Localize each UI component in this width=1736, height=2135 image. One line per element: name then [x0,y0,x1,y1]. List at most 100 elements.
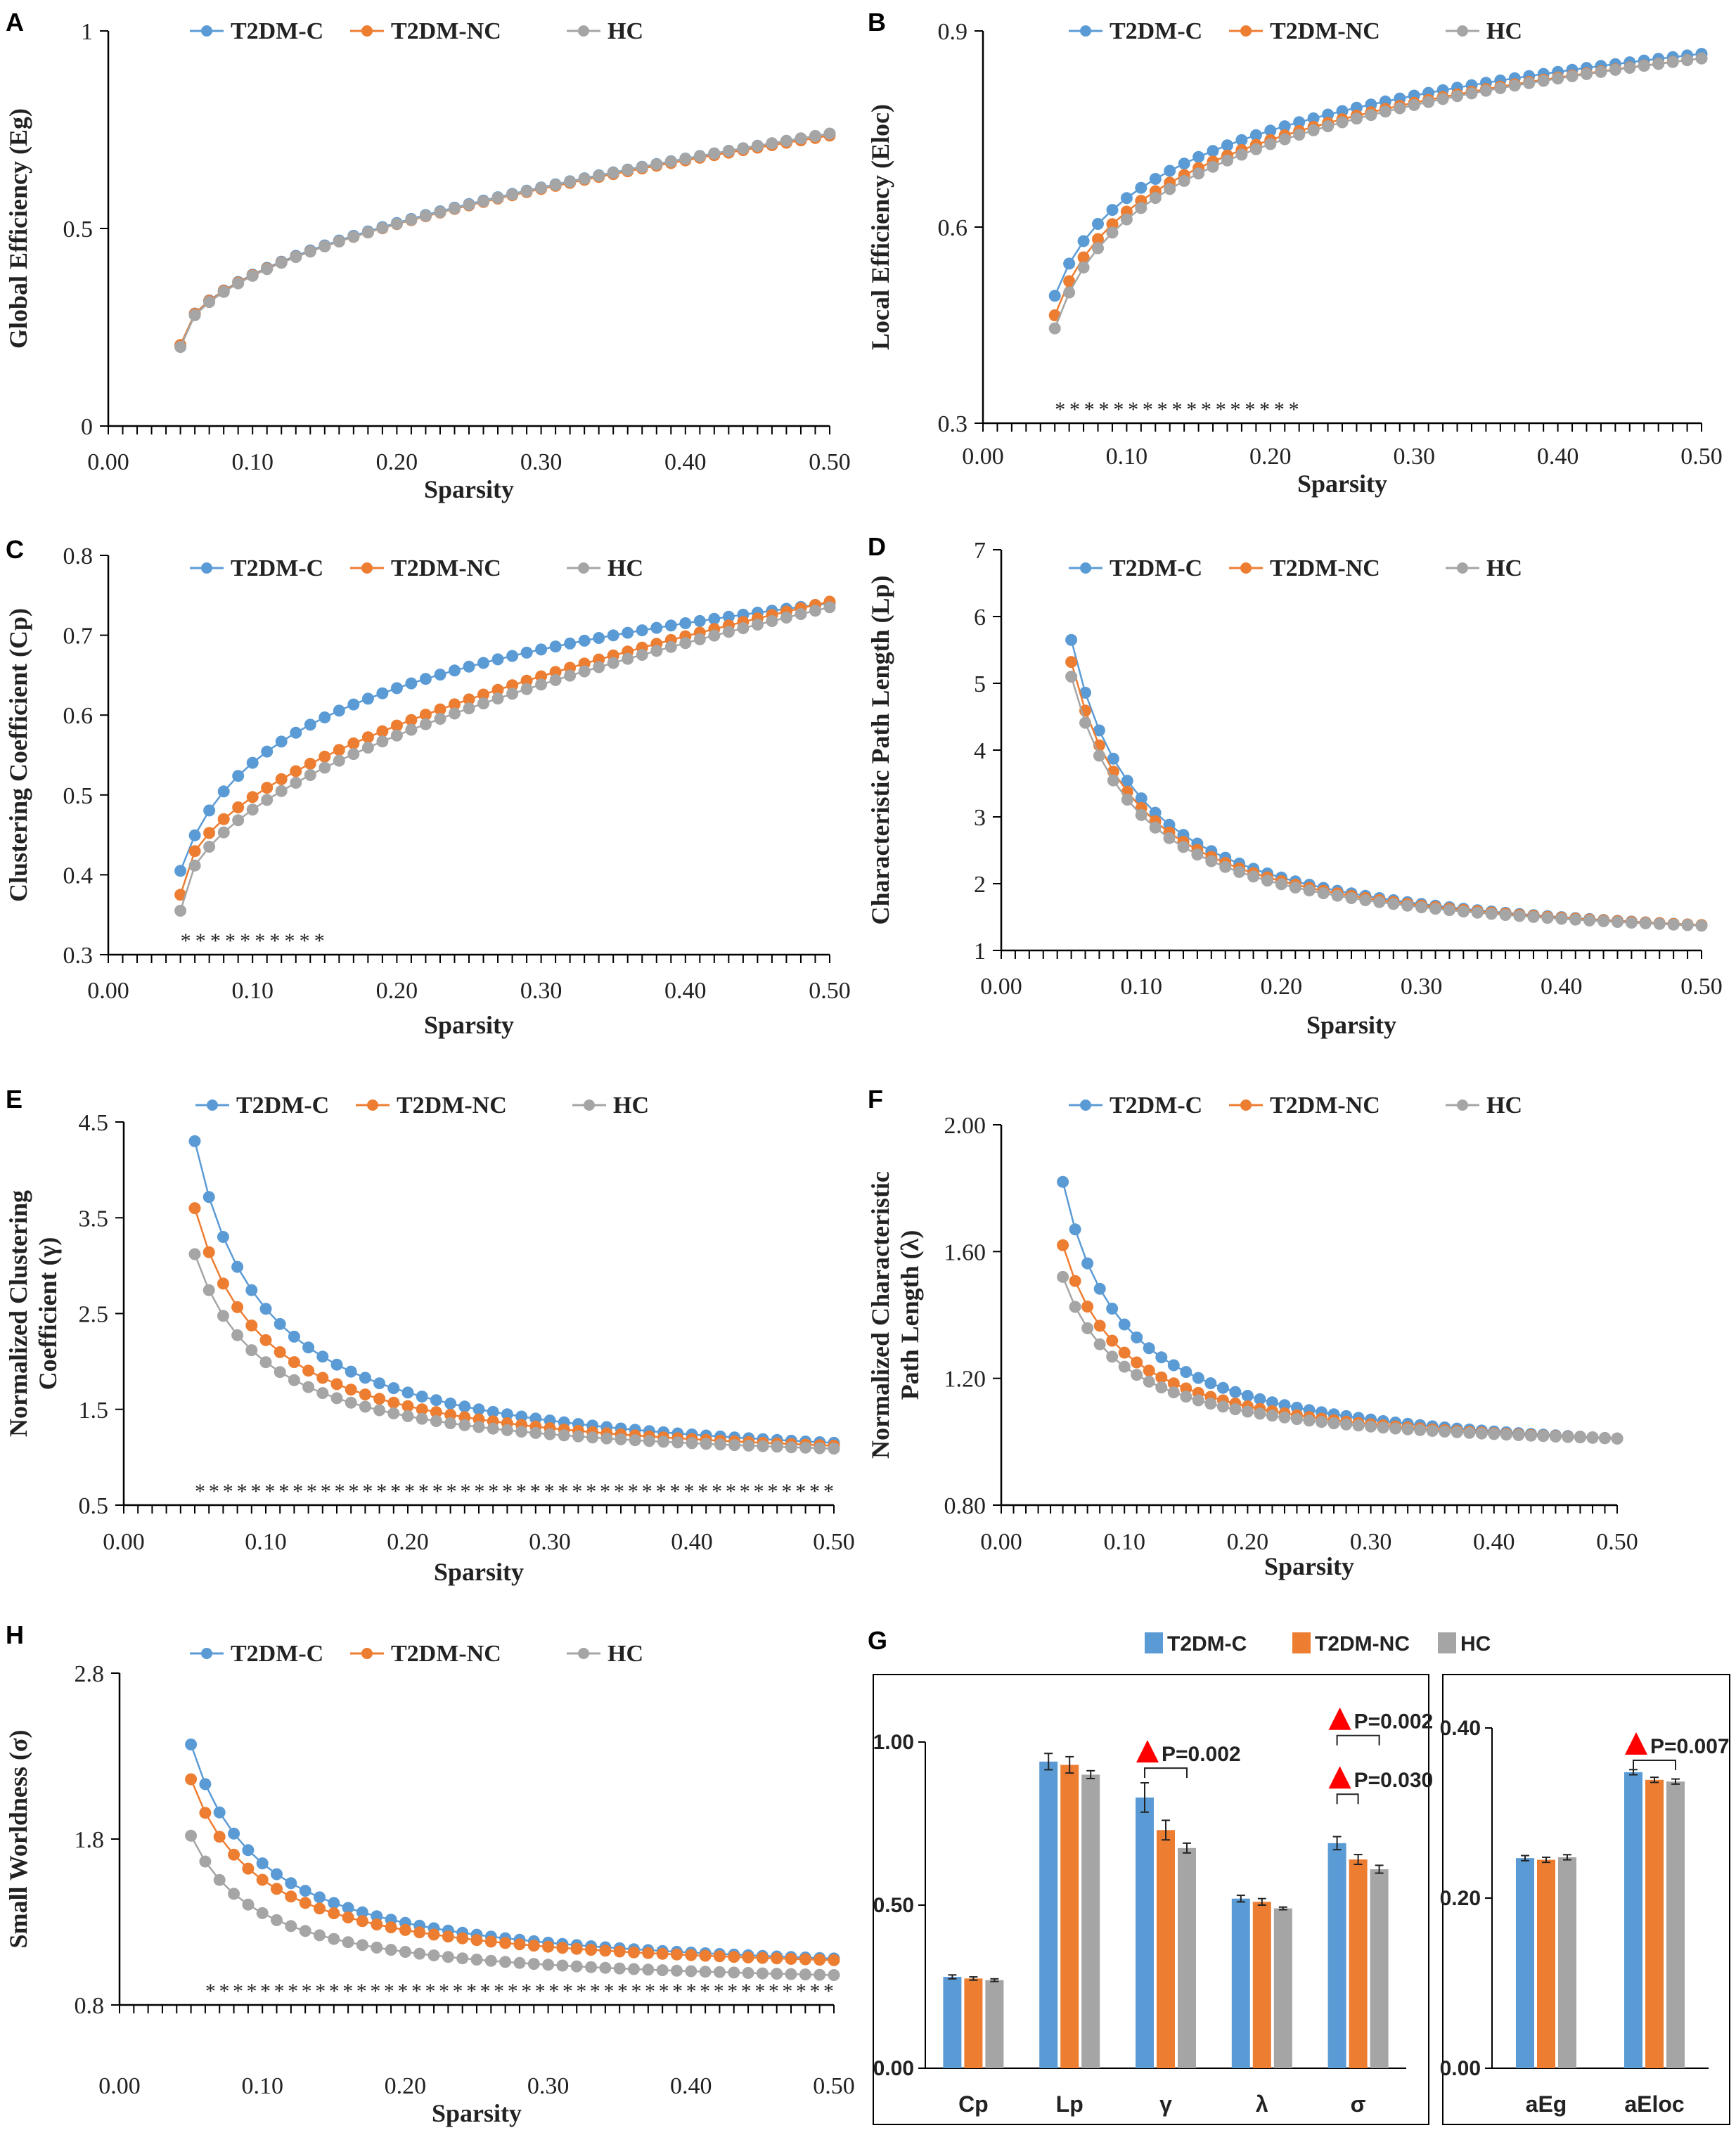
bar-t2dm-c [1231,1898,1250,2068]
data-point [319,711,331,723]
y-tick-label: 0.50 [873,1894,914,1917]
data-point [1057,1239,1069,1251]
data-point [686,1437,698,1450]
y-tick-label: 0.6 [938,215,968,241]
panel-h: H 0.8 1.8 2.8 0.00 0.10 0.20 0.30 0.40 0.50 Sparsi… [4,1620,855,2127]
data-point [1048,322,1061,335]
data-point [1552,72,1564,85]
series-line [190,1835,835,1976]
data-point [274,1317,286,1330]
legend-item-t2dm-nc: T2DM-NC [1229,555,1380,581]
data-point [1595,65,1607,78]
data-point [1247,870,1260,883]
data-point [656,1964,669,1977]
data-point [188,309,201,321]
data-point [570,1942,583,1955]
legend-marker [201,562,212,574]
legend-label: T2DM-C [1110,1092,1202,1118]
data-point [430,1406,442,1419]
series-t2dm-c [188,1135,840,1449]
data-point [444,1417,457,1429]
series-line [1062,1244,1618,1440]
data-point [1275,878,1287,891]
data-point [1695,920,1708,932]
x-axis-label: Sparsity [424,475,514,503]
data-point [245,1284,258,1296]
data-point [299,1885,311,1897]
data-point [203,841,216,853]
series-hc [185,1829,840,1981]
legend-marker [578,25,589,37]
series-line [179,132,830,346]
data-point [628,1963,640,1975]
data-point [373,1393,386,1405]
triangle-icon [1136,1740,1159,1763]
data-point [232,277,245,290]
bar-t2dm-nc [1645,1779,1664,2068]
data-point [700,1438,712,1450]
data-point [1303,1414,1316,1427]
data-point [390,217,403,230]
data-point [387,1407,400,1419]
data-point [593,169,605,182]
category-0: Cp [943,1974,1004,2117]
data-point [405,723,418,736]
panel-frame [1442,1674,1730,2125]
data-point [316,1350,329,1363]
y-tick-label: 2.8 [75,1661,105,1687]
data-point [399,1946,411,1958]
data-point [1524,1429,1537,1442]
y-tick-label: 0.00 [873,2057,914,2080]
data-point [1167,1377,1180,1390]
data-point [328,1933,340,1945]
data-point [1077,262,1090,273]
data-point [1345,892,1358,904]
data-point [564,176,577,188]
data-point [1131,1356,1143,1369]
data-point [203,804,216,817]
data-point [527,1958,540,1970]
data-point [1389,1422,1402,1435]
legend-item-t2dm-c: T2DM-C [190,18,323,44]
data-point [487,1405,499,1418]
data-point [1149,806,1162,819]
data-point [1254,1407,1266,1420]
series-t2dm-nc [1065,656,1708,931]
data-point [1264,124,1277,137]
legend-label: T2DM-NC [1270,18,1380,44]
data-point [347,737,360,749]
data-point [319,750,331,763]
panel-letter: E [6,1085,22,1114]
data-point [693,633,706,645]
data-point [275,257,288,269]
data-point [1120,192,1133,205]
data-point [549,179,562,191]
category-label: Cp [958,2091,989,2117]
data-point [1512,1429,1525,1441]
significance-stars: ********** [181,929,325,953]
data-point [416,1412,428,1425]
legend-swatch [1292,1632,1311,1653]
y-tick-label: 1.00 [873,1731,914,1754]
data-point [1488,1428,1500,1440]
data-point [1264,138,1277,150]
data-point [1394,102,1406,115]
data-point [217,813,230,825]
data-point [1426,1424,1439,1437]
y-tick-label: 5 [974,671,986,697]
data-point [1249,129,1262,141]
legend-label: HC [607,555,643,581]
legend-item-t2dm-c: T2DM-C [190,1641,323,1667]
data-point [217,1277,229,1290]
data-point [1065,633,1078,646]
x-tick-label: 0.10 [1103,1529,1145,1555]
x-tick-label: 0.00 [87,449,129,475]
legend-item-hc: HC [1446,18,1522,44]
data-point [299,1925,311,1937]
data-point [1581,67,1593,80]
y-tick-label: 0.8 [75,1993,105,2019]
legend-marker [1240,1099,1252,1111]
data-point [664,640,677,653]
data-point [376,221,389,234]
data-point [1216,1381,1229,1394]
